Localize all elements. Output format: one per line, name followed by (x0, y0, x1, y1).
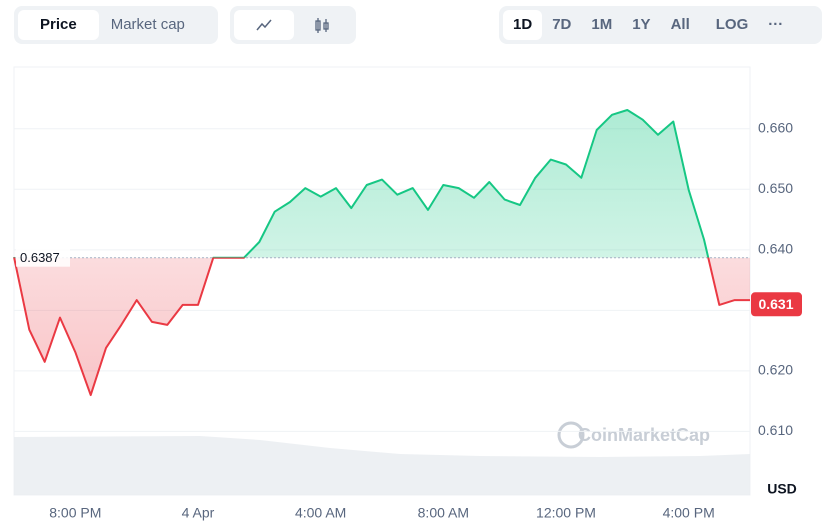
x-tick-label: 4:00 PM (663, 505, 715, 521)
y-tick-label: 0.610 (758, 422, 793, 438)
x-tick-label: 8:00 PM (49, 505, 101, 521)
tab[interactable]: Price (18, 10, 99, 40)
area-down (14, 257, 750, 396)
line-icon[interactable] (234, 10, 294, 40)
y-tick-label: 0.620 (758, 362, 793, 378)
range-button[interactable]: 1D (503, 10, 543, 40)
x-tick-label: 12:00 PM (536, 505, 596, 521)
range-button[interactable]: 1Y (632, 16, 651, 33)
baseline-label-bg (16, 248, 70, 267)
range-button[interactable]: All (670, 16, 690, 33)
range-button[interactable]: LOG (715, 16, 749, 33)
logo (557, 421, 585, 449)
candle-icon[interactable] (294, 10, 350, 40)
x-tick-label: 8:00 AM (418, 505, 469, 521)
y-tick-label: 0.640 (758, 241, 793, 257)
watermark: CoinMarketCap (578, 425, 710, 445)
volume (14, 436, 750, 495)
tab-group: Price Market cap (14, 6, 218, 44)
current-price-badge (751, 292, 802, 317)
plot-frame (13, 66, 751, 496)
tab[interactable]: Market cap (110, 16, 185, 33)
y-tick-label: 0.660 (758, 119, 793, 135)
y-tick-label: 0.630 (758, 301, 793, 317)
baseline-label: 0.6387 (20, 250, 60, 265)
y-tick-label: 0.650 (758, 180, 793, 196)
area-up (14, 110, 750, 258)
range-button[interactable]: 7D (552, 16, 572, 33)
range-button[interactable]: ··· (768, 16, 784, 33)
y-axis-label: USD (767, 481, 797, 497)
range-button[interactable]: 1M (591, 16, 613, 33)
price-line (13, 109, 750, 397)
x-tick-label: 4 Apr (182, 505, 215, 521)
chart-type-group (230, 6, 356, 44)
range-group: 1D 7D 1M 1Y All LOG ··· (499, 6, 822, 44)
x-tick-label: 4:00 AM (295, 505, 346, 521)
current-price-label: 0.631 (758, 296, 793, 312)
